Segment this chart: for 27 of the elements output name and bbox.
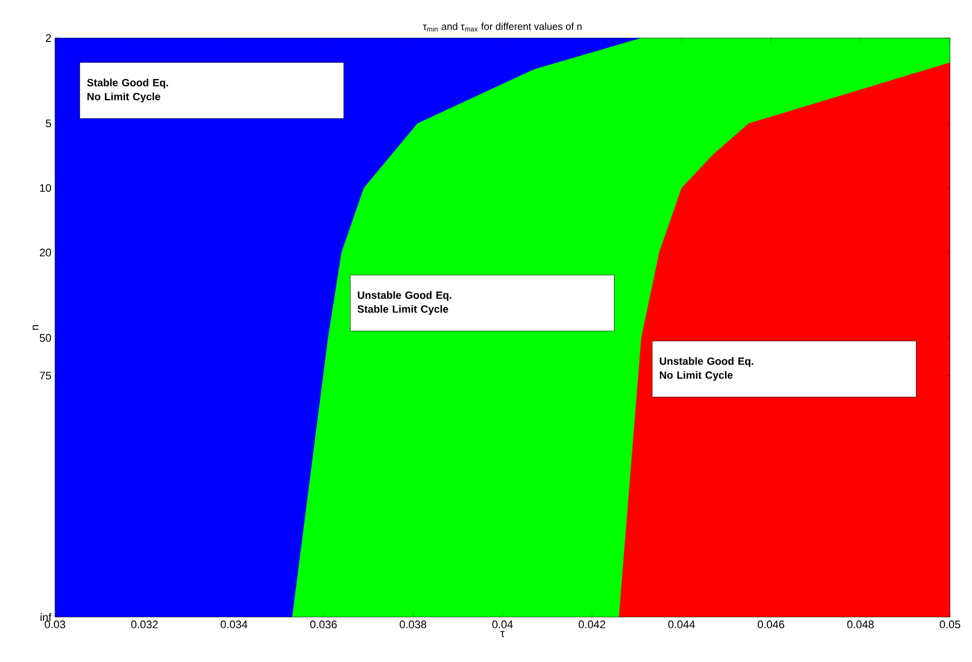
y-tick-label: 75 — [40, 372, 52, 380]
x-tick-label: 0.044 — [668, 620, 695, 628]
x-tick-label: 0.05 — [940, 620, 960, 628]
x-tick-label: 0.03 — [44, 620, 66, 628]
x-axis-title: τ — [500, 631, 505, 638]
x-tick-label: 0.042 — [578, 620, 606, 628]
chart-title: τ$_{min}$ and τ$_{max}$ for different values of n — [422, 22, 582, 32]
annotation: No Limit Cycle — [660, 371, 733, 381]
y-tick-label: 20 — [40, 248, 52, 256]
annotation: No Limit Cycle — [87, 92, 160, 102]
x-tick-label: 0.048 — [847, 620, 874, 628]
x-tick-label: 0.034 — [220, 620, 248, 628]
y-tick-label: 2 — [46, 34, 51, 42]
x-tick-label: 0.036 — [310, 620, 337, 628]
annotation: Unstable Good Eq. — [660, 357, 754, 367]
annotation: Stable Good Eq. — [87, 78, 168, 88]
x-tick-label: 0.038 — [400, 620, 426, 628]
y-axis-title: n — [32, 325, 38, 330]
x-tick-label: 0.04 — [492, 620, 513, 628]
x-tick-label: 0.032 — [131, 620, 158, 628]
x-tick-label: 0.046 — [758, 620, 784, 628]
y-tick-label: inf — [40, 613, 52, 621]
y-tick-label: 10 — [40, 184, 52, 192]
y-tick-label: 5 — [46, 120, 52, 128]
y-tick-label: 50 — [40, 334, 52, 342]
annotation: Stable Limit Cycle — [358, 305, 448, 315]
annotation: Unstable Good Eq. — [358, 291, 452, 301]
